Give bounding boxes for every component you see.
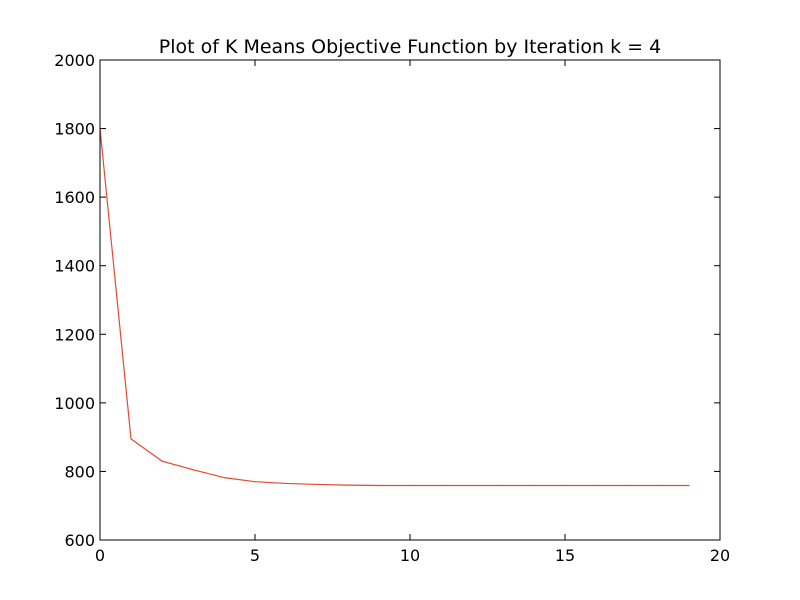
- y-tick-label: 600: [64, 531, 95, 550]
- chart-title: Plot of K Means Objective Function by It…: [159, 36, 661, 58]
- x-tick-label: 20: [710, 546, 730, 565]
- y-tick-label: 1000: [54, 394, 95, 413]
- data-point: [378, 484, 380, 487]
- series-line: [99, 128, 689, 487]
- plot-area: [100, 60, 720, 540]
- data-point: [595, 484, 597, 487]
- y-tick-label: 1400: [54, 257, 95, 276]
- x-tick-label: 0: [95, 546, 105, 565]
- data-point: [192, 469, 194, 471]
- data-point: [347, 484, 349, 486]
- y-tick-label: 1800: [54, 120, 95, 139]
- y-axis: 600 800 1000 1200 1400 1600 1800 2000: [54, 51, 720, 550]
- x-tick-label: 10: [400, 546, 420, 565]
- x-tick-label: 5: [250, 546, 260, 565]
- data-point: [564, 484, 566, 487]
- y-tick-label: 2000: [54, 51, 95, 70]
- y-tick-label: 1200: [54, 325, 95, 344]
- data-point: [254, 481, 256, 483]
- y-tick-label: 1600: [54, 188, 95, 207]
- data-point: [440, 484, 442, 487]
- data-point: [409, 484, 411, 487]
- data-point: [285, 482, 287, 485]
- data-point: [502, 484, 504, 487]
- data-point: [471, 484, 473, 487]
- data-point: [130, 438, 132, 440]
- data-point: [223, 477, 225, 479]
- data-point: [626, 484, 628, 487]
- y-tick-label: 800: [64, 462, 95, 481]
- data-point: [161, 460, 163, 462]
- plot-frame: [99, 59, 721, 541]
- data-point: [316, 483, 318, 486]
- data-point: [688, 484, 690, 487]
- x-axis: 0 5 10 15 20: [95, 60, 730, 565]
- x-tick-label: 15: [555, 546, 575, 565]
- data-point: [533, 484, 535, 487]
- data-point: [657, 484, 659, 487]
